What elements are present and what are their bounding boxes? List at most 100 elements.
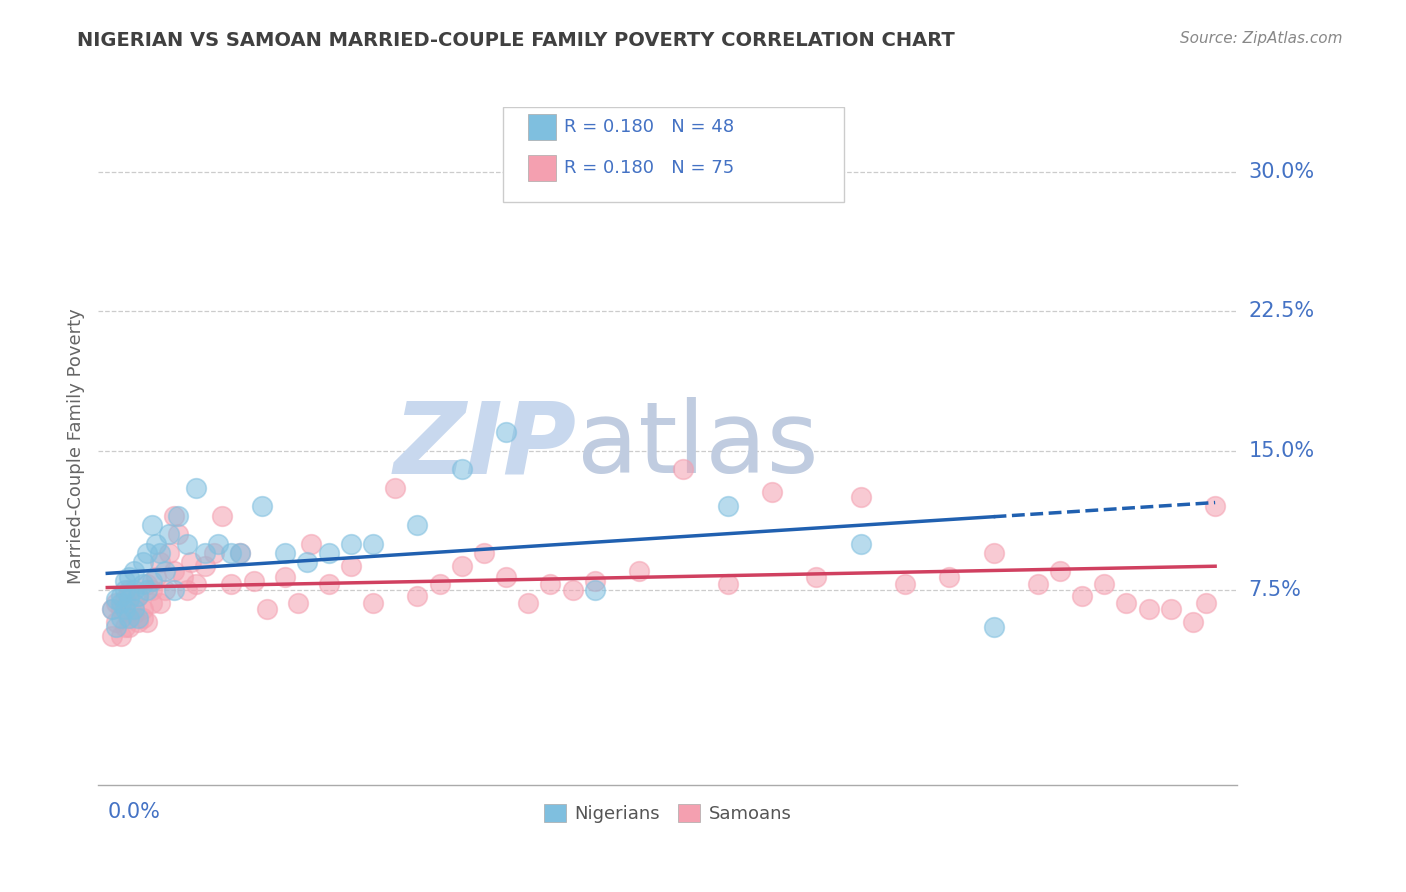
- Point: [849, 490, 872, 504]
- Text: atlas: atlas: [576, 398, 818, 494]
- Point: [717, 577, 740, 591]
- Point: [141, 582, 163, 597]
- Text: ZIP: ZIP: [394, 398, 576, 494]
- Point: [157, 546, 180, 560]
- Point: [127, 611, 149, 625]
- Point: [145, 536, 167, 550]
- FancyBboxPatch shape: [503, 107, 845, 202]
- Point: [163, 565, 186, 579]
- Point: [114, 601, 136, 615]
- Point: [583, 574, 606, 588]
- Point: [221, 546, 243, 560]
- Point: [163, 508, 186, 523]
- Point: [100, 629, 122, 643]
- Point: [105, 615, 128, 629]
- Point: [1204, 500, 1226, 514]
- Text: NIGERIAN VS SAMOAN MARRIED-COUPLE FAMILY POVERTY CORRELATION CHART: NIGERIAN VS SAMOAN MARRIED-COUPLE FAMILY…: [77, 31, 955, 50]
- Point: [384, 481, 406, 495]
- Point: [1092, 577, 1115, 591]
- Text: 30.0%: 30.0%: [1249, 162, 1315, 182]
- Point: [105, 592, 128, 607]
- Point: [136, 615, 159, 629]
- Point: [761, 484, 783, 499]
- Point: [983, 546, 1005, 560]
- Point: [184, 481, 207, 495]
- Point: [1181, 615, 1204, 629]
- Point: [118, 611, 141, 625]
- Text: R = 0.180   N = 75: R = 0.180 N = 75: [564, 159, 734, 177]
- Point: [207, 536, 229, 550]
- Point: [141, 517, 163, 532]
- Point: [429, 577, 451, 591]
- Point: [194, 546, 217, 560]
- Point: [273, 546, 295, 560]
- Point: [105, 596, 128, 610]
- Point: [406, 589, 429, 603]
- Point: [252, 500, 274, 514]
- Point: [145, 570, 167, 584]
- Point: [202, 546, 225, 560]
- Point: [100, 601, 122, 615]
- Point: [110, 589, 132, 603]
- Point: [114, 574, 136, 588]
- Point: [229, 546, 252, 560]
- Point: [211, 508, 233, 523]
- Point: [118, 582, 141, 597]
- Point: [163, 582, 186, 597]
- Point: [361, 596, 384, 610]
- Point: [340, 558, 363, 573]
- Point: [118, 570, 141, 584]
- Text: 22.5%: 22.5%: [1249, 301, 1315, 321]
- Y-axis label: Married-Couple Family Poverty: Married-Couple Family Poverty: [66, 308, 84, 584]
- Point: [983, 620, 1005, 634]
- Text: Source: ZipAtlas.com: Source: ZipAtlas.com: [1180, 31, 1343, 46]
- Point: [256, 601, 278, 615]
- Point: [849, 536, 872, 550]
- Point: [628, 565, 651, 579]
- Bar: [527, 114, 557, 140]
- Point: [167, 508, 190, 523]
- Point: [287, 596, 309, 610]
- Point: [1160, 601, 1182, 615]
- Point: [180, 555, 202, 569]
- Point: [538, 577, 561, 591]
- Point: [118, 611, 141, 625]
- Text: 0.0%: 0.0%: [107, 802, 160, 822]
- Legend: Nigerians, Samoans: Nigerians, Samoans: [537, 797, 799, 830]
- Point: [122, 596, 145, 610]
- Point: [361, 536, 384, 550]
- Point: [114, 582, 136, 597]
- Point: [561, 582, 583, 597]
- Point: [105, 620, 128, 634]
- Point: [110, 629, 132, 643]
- Point: [495, 570, 517, 584]
- Point: [141, 596, 163, 610]
- Point: [118, 592, 141, 607]
- Point: [127, 615, 149, 629]
- Point: [127, 589, 149, 603]
- Point: [132, 601, 155, 615]
- Point: [450, 462, 472, 476]
- Point: [149, 555, 172, 569]
- Point: [273, 570, 295, 584]
- Point: [318, 546, 340, 560]
- Point: [299, 536, 322, 550]
- Point: [406, 517, 429, 532]
- Point: [127, 589, 149, 603]
- Point: [136, 582, 159, 597]
- Point: [1049, 565, 1071, 579]
- Point: [172, 570, 194, 584]
- Point: [122, 582, 145, 597]
- Point: [184, 577, 207, 591]
- Point: [149, 596, 172, 610]
- Point: [472, 546, 495, 560]
- Point: [194, 558, 217, 573]
- Point: [242, 574, 264, 588]
- Point: [229, 546, 252, 560]
- Point: [110, 611, 132, 625]
- Point: [153, 565, 176, 579]
- Point: [132, 611, 155, 625]
- Text: 15.0%: 15.0%: [1249, 441, 1315, 460]
- Point: [938, 570, 960, 584]
- Point: [583, 582, 606, 597]
